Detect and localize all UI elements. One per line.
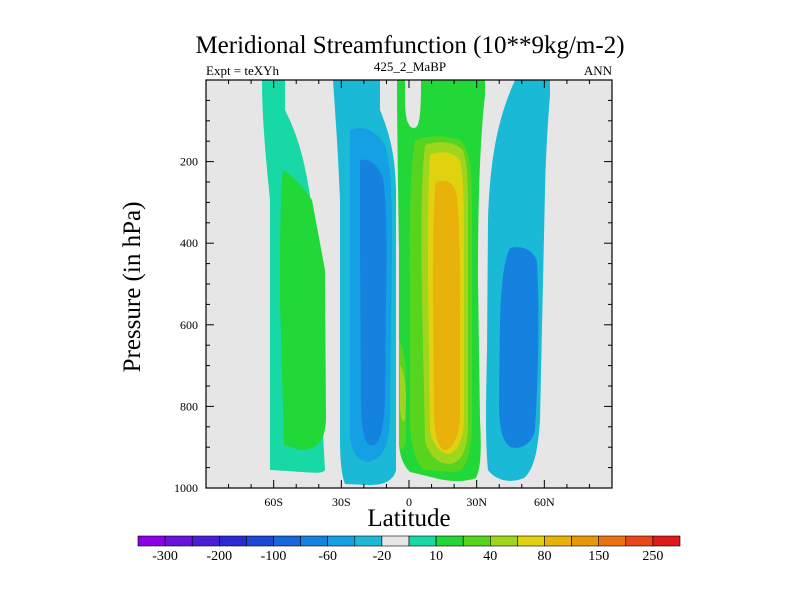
y-tick-label: 800 <box>180 399 198 413</box>
y-tick-label: 600 <box>180 318 198 332</box>
southern-hadley-core <box>280 170 326 450</box>
colorbar-swatch <box>219 535 247 547</box>
colorbar-swatch <box>571 535 599 547</box>
colorbar-label: -20 <box>373 549 392 564</box>
case-label: 425_2_MaBP <box>374 59 446 74</box>
colorbar-swatch <box>435 535 464 547</box>
x-tick-label: 60N <box>534 495 555 509</box>
x-tick-label: 0 <box>406 495 412 509</box>
colorbar-label: 10 <box>429 549 443 564</box>
x-axis-ticks: 60S 30S 0 30N 60N <box>228 80 590 509</box>
experiment-label: Expt = teXYh <box>206 63 280 78</box>
y-tick-label: 200 <box>180 155 198 169</box>
colorbar-label: 150 <box>588 549 609 564</box>
colorbar-swatch <box>598 535 627 547</box>
colorbar-swatch <box>489 535 518 547</box>
colorbar-swatch <box>327 535 356 547</box>
colorbar-swatch <box>164 535 193 547</box>
x-tick-label: 60S <box>264 495 283 509</box>
colorbar-swatch <box>381 535 410 547</box>
y-tick-label: 400 <box>180 236 198 250</box>
x-tick-label: 30N <box>466 495 487 509</box>
colorbar-swatch <box>408 535 437 547</box>
contour-fill <box>262 80 550 485</box>
x-tick-label: 30S <box>332 495 351 509</box>
colorbar <box>137 535 681 547</box>
colorbar-label: -300 <box>152 549 178 564</box>
colorbar-swatch <box>273 535 301 547</box>
colorbar-swatch <box>137 535 166 547</box>
colorbar-swatch <box>300 535 329 547</box>
colorbar-labels: -300 -200 -100 -60 -20 10 40 80 150 250 <box>152 549 663 564</box>
colorbar-swatch <box>517 535 545 547</box>
colorbar-swatch <box>191 535 220 547</box>
colorbar-label: 40 <box>483 549 497 564</box>
colorbar-swatch <box>544 535 572 547</box>
colorbar-swatch <box>246 535 274 547</box>
colorbar-swatch <box>625 535 654 547</box>
hadley-southwest-fringe <box>400 365 406 422</box>
northern-ferrel-core <box>499 247 539 448</box>
y-axis-ticks: 200 400 600 800 1000 <box>174 99 612 495</box>
colorbar-label: 250 <box>642 549 663 564</box>
chart-title: Meridional Streamfunction (10**9kg/m-2) <box>195 32 624 59</box>
y-tick-label: 1000 <box>174 481 198 495</box>
y-axis-label: Pressure (in hPa) <box>119 202 146 373</box>
hadley-cell-core <box>433 180 460 450</box>
colorbar-label: -100 <box>261 549 287 564</box>
season-label: ANN <box>584 63 613 78</box>
southern-ferrel-core <box>360 159 387 446</box>
colorbar-swatch <box>354 535 383 547</box>
colorbar-label: -60 <box>318 549 337 564</box>
colorbar-swatch <box>462 535 491 547</box>
colorbar-label: 80 <box>538 549 552 564</box>
colorbar-swatch <box>652 535 681 547</box>
colorbar-label: -200 <box>206 549 232 564</box>
x-axis-label: Latitude <box>367 505 450 532</box>
